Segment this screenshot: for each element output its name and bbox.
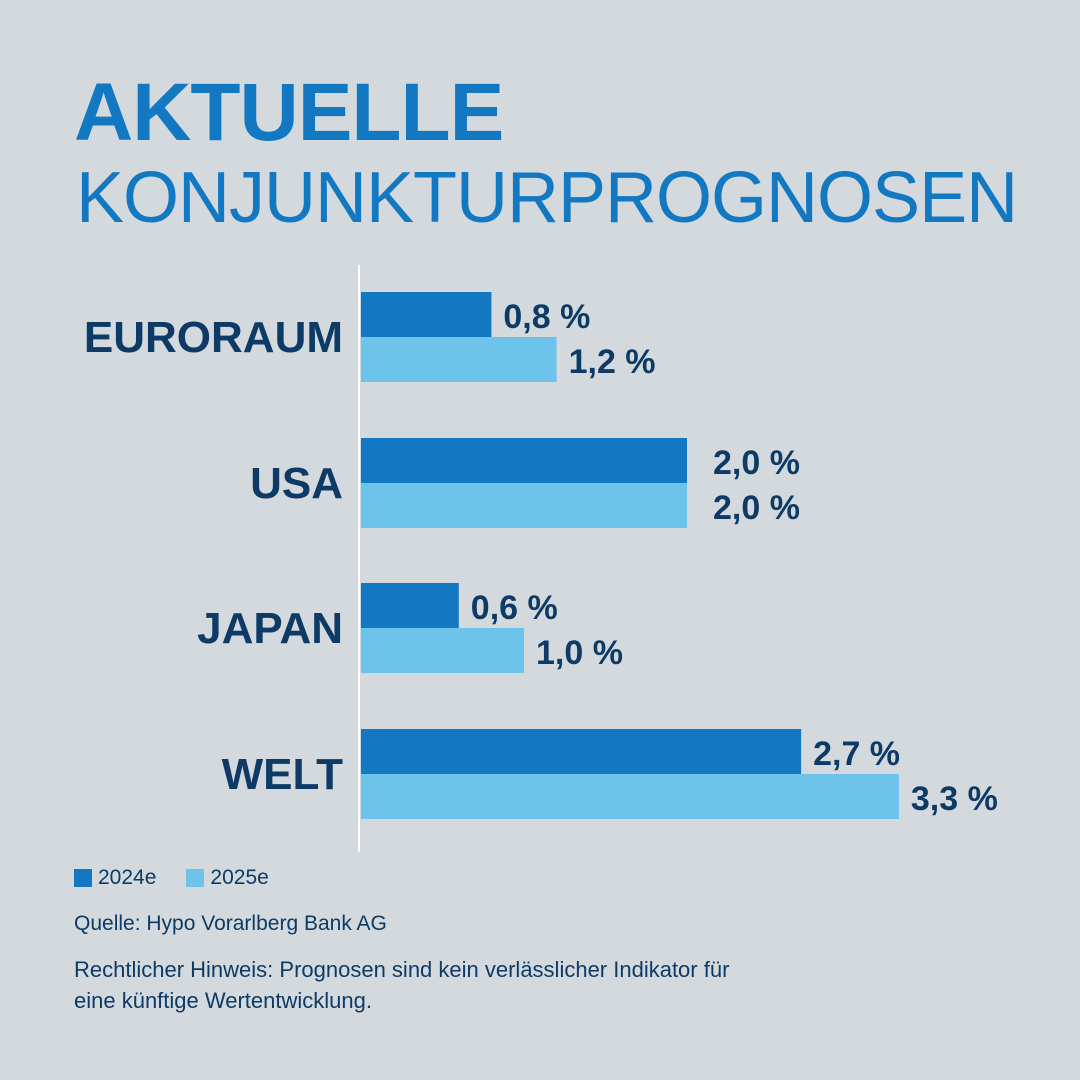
legend-label-2024: 2024e	[98, 866, 157, 889]
legend-item-2024: 2024e	[74, 866, 156, 890]
legend-swatch-2025	[186, 869, 205, 887]
legal-note-line-2: eine künftige Wertentwicklung.	[74, 988, 372, 1013]
legal-note: Rechtlicher Hinweis: Prognosen sind kein…	[74, 954, 874, 1016]
category-label: EURORAUM	[84, 313, 343, 362]
bar-2025e	[361, 628, 524, 673]
value-label-2024e: 2,0 %	[713, 444, 800, 482]
value-label-2025e: 3,3 %	[911, 780, 998, 818]
bar-2024e	[361, 583, 459, 628]
category-label: JAPAN	[197, 604, 343, 653]
value-label-2025e: 2,0 %	[713, 489, 800, 527]
bar-2024e	[361, 438, 687, 483]
legend-label-2025: 2025e	[210, 866, 269, 889]
bar-2025e	[361, 774, 899, 819]
bar-2025e	[361, 337, 557, 382]
bar-2025e	[361, 483, 687, 528]
legend-item-2025: 2025e	[186, 866, 269, 890]
category-label: USA	[250, 459, 343, 508]
bar-2024e	[361, 292, 492, 337]
chart-subtitle: KONJUNKTURPROGNOSEN	[76, 158, 1018, 238]
value-label-2025e: 1,2 %	[569, 343, 656, 381]
value-label-2024e: 2,7 %	[813, 735, 900, 773]
value-label-2025e: 1,0 %	[536, 634, 623, 672]
chart-title: AKTUELLE	[74, 67, 504, 158]
category-label: WELT	[222, 750, 343, 799]
legend-swatch-2024	[74, 869, 92, 887]
legal-note-line-1: Rechtlicher Hinweis: Prognosen sind kein…	[74, 957, 730, 982]
bar-chart: EURORAUM 0,8 % 1,2 % USA 2,0 % 2,0 % JAPAN 0,6 …	[84, 265, 998, 852]
value-label-2024e: 0,6 %	[471, 589, 558, 627]
value-label-2024e: 0,8 %	[503, 298, 590, 336]
source-note: Quelle: Hypo Vorarlberg Bank AG	[74, 912, 387, 935]
legend: 2024e 2025e	[74, 866, 269, 890]
bar-2024e	[361, 729, 802, 774]
